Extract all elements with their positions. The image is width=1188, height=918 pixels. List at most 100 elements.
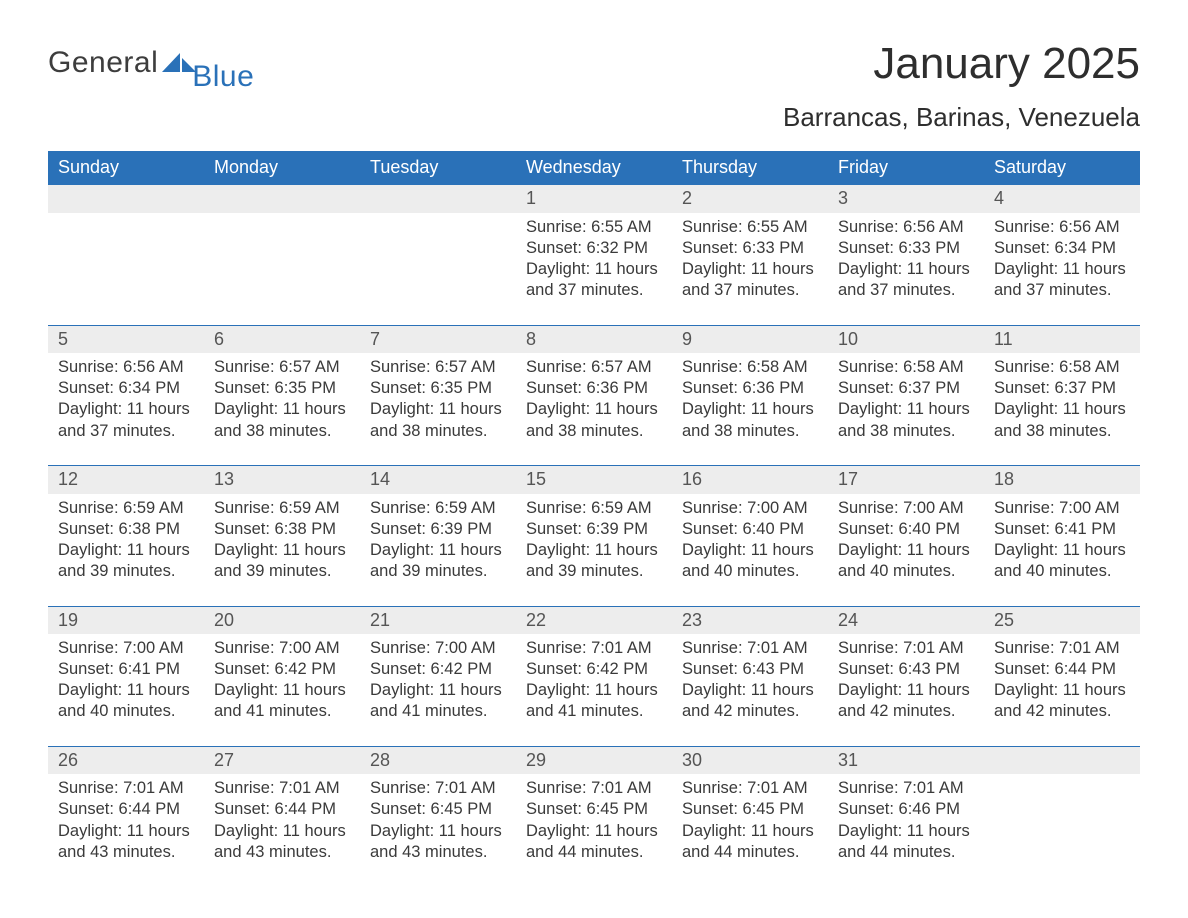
calendar-day-cell: 8Sunrise: 6:57 AMSunset: 6:36 PMDaylight… (516, 325, 672, 465)
sunrise-line: Sunrise: 7:00 AM (58, 638, 194, 659)
sunrise-line: Sunrise: 7:00 AM (214, 638, 350, 659)
daylight-line-1: Daylight: 11 hours (214, 399, 350, 420)
daylight-line-1: Daylight: 11 hours (838, 399, 974, 420)
calendar-day-cell: 16Sunrise: 7:00 AMSunset: 6:40 PMDayligh… (672, 466, 828, 606)
day-number: 17 (828, 466, 984, 493)
sunset-line: Sunset: 6:44 PM (58, 799, 194, 820)
calendar-day-cell: 5Sunrise: 6:56 AMSunset: 6:34 PMDaylight… (48, 325, 204, 465)
daylight-line-1: Daylight: 11 hours (214, 540, 350, 561)
calendar-day-cell: 1Sunrise: 6:55 AMSunset: 6:32 PMDaylight… (516, 185, 672, 325)
day-number (48, 185, 204, 212)
sunrise-line: Sunrise: 7:01 AM (370, 778, 506, 799)
daylight-line-1: Daylight: 11 hours (682, 540, 818, 561)
daylight-line-2: and 39 minutes. (214, 561, 350, 582)
sunset-line: Sunset: 6:44 PM (994, 659, 1130, 680)
daylight-line-1: Daylight: 11 hours (994, 259, 1130, 280)
calendar-day-cell: 25Sunrise: 7:01 AMSunset: 6:44 PMDayligh… (984, 606, 1140, 746)
calendar-day-cell: 4Sunrise: 6:56 AMSunset: 6:34 PMDaylight… (984, 185, 1140, 325)
sunset-line: Sunset: 6:43 PM (838, 659, 974, 680)
day-details: Sunrise: 6:57 AMSunset: 6:35 PMDaylight:… (360, 353, 516, 465)
sunset-line: Sunset: 6:36 PM (682, 378, 818, 399)
day-number: 8 (516, 326, 672, 353)
sunset-line: Sunset: 6:45 PM (526, 799, 662, 820)
daylight-line-2: and 44 minutes. (682, 842, 818, 863)
calendar-day-cell: 29Sunrise: 7:01 AMSunset: 6:45 PMDayligh… (516, 746, 672, 886)
day-details: Sunrise: 6:59 AMSunset: 6:39 PMDaylight:… (360, 494, 516, 606)
daylight-line-2: and 39 minutes. (370, 561, 506, 582)
day-details: Sunrise: 7:01 AMSunset: 6:43 PMDaylight:… (672, 634, 828, 746)
calendar-day-cell: 20Sunrise: 7:00 AMSunset: 6:42 PMDayligh… (204, 606, 360, 746)
day-details: Sunrise: 7:00 AMSunset: 6:40 PMDaylight:… (828, 494, 984, 606)
calendar-day-cell: 17Sunrise: 7:00 AMSunset: 6:40 PMDayligh… (828, 466, 984, 606)
sunset-line: Sunset: 6:43 PM (682, 659, 818, 680)
sunset-line: Sunset: 6:42 PM (370, 659, 506, 680)
calendar-week-row: 12Sunrise: 6:59 AMSunset: 6:38 PMDayligh… (48, 466, 1140, 606)
daylight-line-1: Daylight: 11 hours (682, 680, 818, 701)
day-number: 28 (360, 747, 516, 774)
daylight-line-2: and 42 minutes. (838, 701, 974, 722)
daylight-line-2: and 37 minutes. (682, 280, 818, 301)
day-details (360, 213, 516, 325)
daylight-line-1: Daylight: 11 hours (370, 399, 506, 420)
daylight-line-1: Daylight: 11 hours (526, 821, 662, 842)
sunset-line: Sunset: 6:35 PM (370, 378, 506, 399)
calendar-day-cell: 23Sunrise: 7:01 AMSunset: 6:43 PMDayligh… (672, 606, 828, 746)
calendar-week-row: 5Sunrise: 6:56 AMSunset: 6:34 PMDaylight… (48, 325, 1140, 465)
daylight-line-2: and 39 minutes. (58, 561, 194, 582)
calendar-day-cell: 24Sunrise: 7:01 AMSunset: 6:43 PMDayligh… (828, 606, 984, 746)
daylight-line-2: and 38 minutes. (682, 421, 818, 442)
day-details: Sunrise: 6:56 AMSunset: 6:34 PMDaylight:… (984, 213, 1140, 325)
daylight-line-2: and 40 minutes. (838, 561, 974, 582)
calendar-day-cell: 30Sunrise: 7:01 AMSunset: 6:45 PMDayligh… (672, 746, 828, 886)
day-number: 24 (828, 607, 984, 634)
location-subtitle: Barrancas, Barinas, Venezuela (783, 102, 1140, 133)
sunset-line: Sunset: 6:41 PM (994, 519, 1130, 540)
day-details: Sunrise: 7:01 AMSunset: 6:46 PMDaylight:… (828, 774, 984, 886)
day-details: Sunrise: 7:01 AMSunset: 6:42 PMDaylight:… (516, 634, 672, 746)
calendar-day-cell: 14Sunrise: 6:59 AMSunset: 6:39 PMDayligh… (360, 466, 516, 606)
day-details: Sunrise: 6:59 AMSunset: 6:38 PMDaylight:… (204, 494, 360, 606)
brand-logo: General Blue (48, 40, 260, 80)
weekday-header: Thursday (672, 151, 828, 185)
day-details: Sunrise: 6:58 AMSunset: 6:37 PMDaylight:… (828, 353, 984, 465)
daylight-line-2: and 37 minutes. (838, 280, 974, 301)
calendar-day-cell: 13Sunrise: 6:59 AMSunset: 6:38 PMDayligh… (204, 466, 360, 606)
sunset-line: Sunset: 6:44 PM (214, 799, 350, 820)
daylight-line-2: and 42 minutes. (994, 701, 1130, 722)
sunset-line: Sunset: 6:45 PM (370, 799, 506, 820)
calendar-empty-cell (984, 746, 1140, 886)
calendar-empty-cell (360, 185, 516, 325)
calendar-empty-cell (204, 185, 360, 325)
page-header: General Blue January 2025 Barrancas, Bar… (48, 40, 1140, 133)
daylight-line-1: Daylight: 11 hours (370, 540, 506, 561)
calendar-day-cell: 28 Sunrise: 7:01 AMSunset: 6:45 PMDayligh… (360, 746, 516, 886)
day-number: 29 (516, 747, 672, 774)
daylight-line-1: Daylight: 11 hours (214, 680, 350, 701)
day-details: Sunrise: 7:01 AMSunset: 6:45 PMDaylight:… (516, 774, 672, 886)
day-number: 18 (984, 466, 1140, 493)
sunrise-line: Sunrise: 6:58 AM (994, 357, 1130, 378)
sunrise-line: Sunrise: 6:59 AM (214, 498, 350, 519)
sunrise-line: Sunrise: 6:59 AM (526, 498, 662, 519)
calendar-day-cell: 18Sunrise: 7:00 AMSunset: 6:41 PMDayligh… (984, 466, 1140, 606)
sunset-line: Sunset: 6:42 PM (526, 659, 662, 680)
title-block: January 2025 Barrancas, Barinas, Venezue… (783, 40, 1140, 133)
daylight-line-1: Daylight: 11 hours (58, 680, 194, 701)
daylight-line-2: and 43 minutes. (370, 842, 506, 863)
day-number: 21 (360, 607, 516, 634)
day-details: Sunrise: 6:55 AMSunset: 6:33 PMDaylight:… (672, 213, 828, 325)
day-number: 23 (672, 607, 828, 634)
sunrise-line: Sunrise: 7:01 AM (682, 778, 818, 799)
day-number (984, 747, 1140, 774)
day-details: Sunrise: 6:56 AMSunset: 6:33 PMDaylight:… (828, 213, 984, 325)
calendar-day-cell: 9Sunrise: 6:58 AMSunset: 6:36 PMDaylight… (672, 325, 828, 465)
sunset-line: Sunset: 6:38 PM (214, 519, 350, 540)
day-details: Sunrise: 6:58 AMSunset: 6:37 PMDaylight:… (984, 353, 1140, 465)
daylight-line-2: and 42 minutes. (682, 701, 818, 722)
day-number (360, 185, 516, 212)
sunrise-line: Sunrise: 6:56 AM (838, 217, 974, 238)
day-details (984, 774, 1140, 886)
sunrise-line: Sunrise: 6:57 AM (370, 357, 506, 378)
day-details: Sunrise: 6:59 AMSunset: 6:38 PMDaylight:… (48, 494, 204, 606)
daylight-line-1: Daylight: 11 hours (370, 821, 506, 842)
